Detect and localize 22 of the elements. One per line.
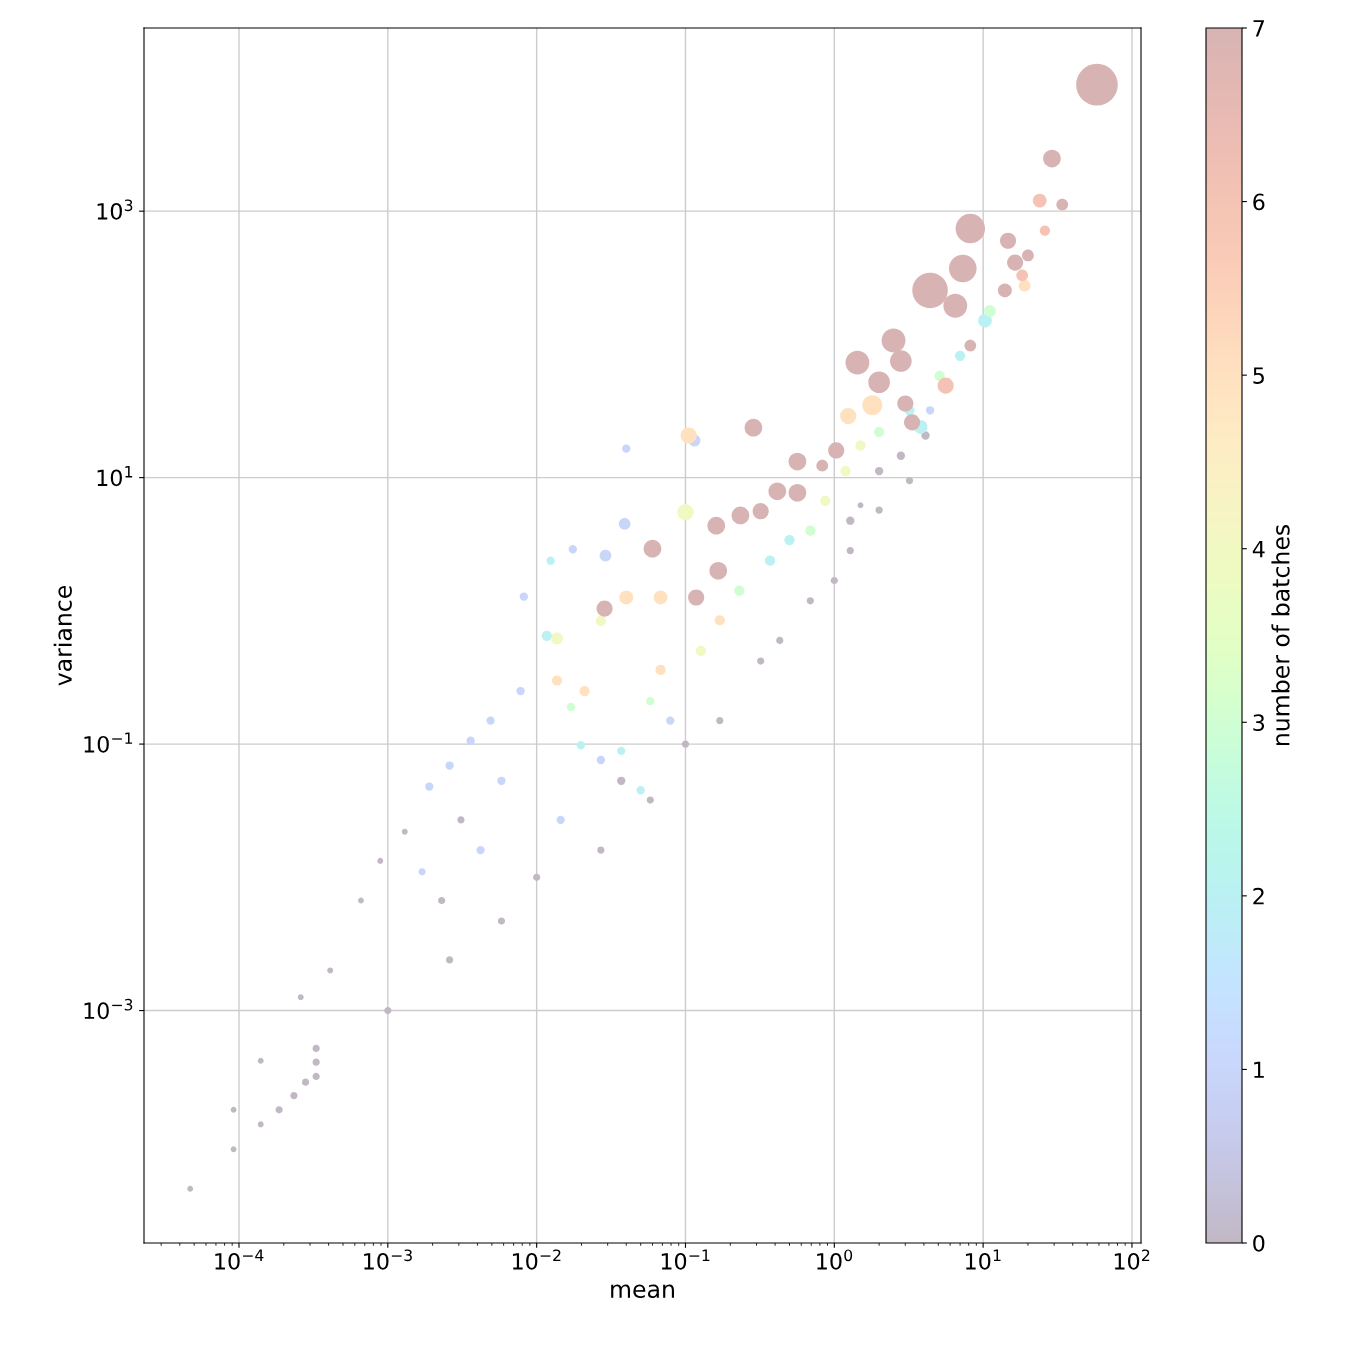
x-axis-title: mean (611, 1284, 674, 1299)
x-tick-label: 10$^{−2}$ (512, 1249, 561, 1270)
color-bar-label: 3 (1253, 714, 1265, 732)
color-bar-label: 6 (1253, 193, 1265, 211)
color-bar-label: 0 (1253, 1234, 1265, 1252)
color-bar-label: 5 (1253, 367, 1264, 384)
color-bar-label: 7 (1253, 20, 1264, 37)
x-tick-label: 10$^{2}$ (1114, 1249, 1150, 1270)
y-tick-label: 10$^{−1}$ (84, 732, 133, 753)
y-tick-label: 10$^{3}$ (97, 199, 133, 220)
color-bar-label: 1 (1254, 1061, 1264, 1078)
x-tick-label: 10$^{−1}$ (661, 1249, 710, 1270)
color-bar-label: 2 (1253, 887, 1264, 905)
color-bar-title: number of batches (1271, 524, 1290, 746)
y-axis-title: variance (53, 585, 72, 686)
x-tick-label: 10$^{−3}$ (364, 1249, 412, 1270)
y-tick-label: 10$^{−3}$ (84, 998, 133, 1020)
x-tick-label: 10$^{−4}$ (215, 1249, 264, 1270)
y-tick-label: 10$^{1}$ (97, 466, 133, 487)
color-bar-label: 4 (1252, 540, 1265, 558)
x-tick-label: 10$^{0}$ (817, 1249, 853, 1270)
x-tick-label: 10$^{1}$ (966, 1249, 1001, 1270)
